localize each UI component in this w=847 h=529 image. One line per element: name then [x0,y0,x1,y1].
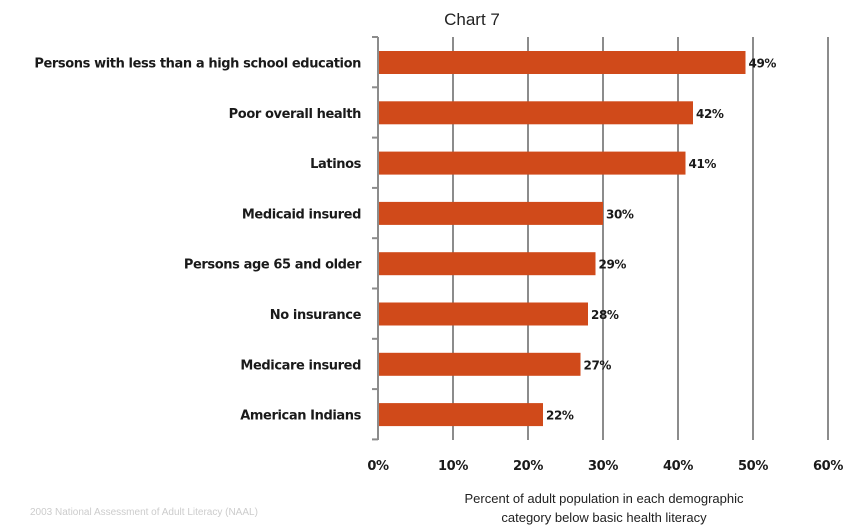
data-label: 28% [591,308,619,322]
data-label: 27% [584,358,612,372]
category-label: Persons age 65 and older [184,258,362,273]
bar [379,403,543,427]
category-label: Medicaid insured [242,207,361,222]
bar [379,51,746,74]
data-label: 30% [606,207,634,221]
x-tick-label: 50% [738,459,768,474]
bar [379,101,693,125]
x-tick-label: 40% [663,459,693,474]
bars [379,51,746,427]
x-tick-label: 60% [813,459,843,474]
bar [379,302,588,326]
data-label: 22% [546,409,574,423]
chart-title: Chart 7 [444,10,500,29]
data-labels: 49% 42% 41% 30% 29% 28% 27% 22% [546,57,777,423]
data-label: 29% [599,258,627,272]
bar [379,252,596,276]
category-labels: Persons with less than a high school edu… [34,57,362,424]
bar [379,151,686,175]
bar [379,352,581,376]
source-footnote: 2003 National Assessment of Adult Litera… [30,507,258,518]
x-tick-label: 0% [367,459,389,474]
x-tick-labels: 0% 10% 20% 30% 40% 50% 60% [367,459,843,474]
x-tick-label: 10% [438,459,468,474]
grid-lines [452,37,829,440]
category-label: Persons with less than a high school edu… [34,57,361,72]
axes [372,36,379,441]
data-label: 42% [696,107,724,121]
bar [379,201,603,225]
data-label: 49% [749,57,777,71]
category-label: Poor overall health [229,107,361,122]
category-label: American Indians [240,409,361,424]
x-axis-label-line2: category below basic health literacy [501,510,707,525]
category-label: Latinos [310,157,362,172]
x-axis-label-line1: Percent of adult population in each demo… [465,491,744,506]
category-label: Medicare insured [240,358,361,373]
category-label: No insurance [270,308,362,323]
data-label: 41% [689,157,717,171]
x-tick-label: 20% [513,459,543,474]
x-tick-label: 30% [588,459,618,474]
